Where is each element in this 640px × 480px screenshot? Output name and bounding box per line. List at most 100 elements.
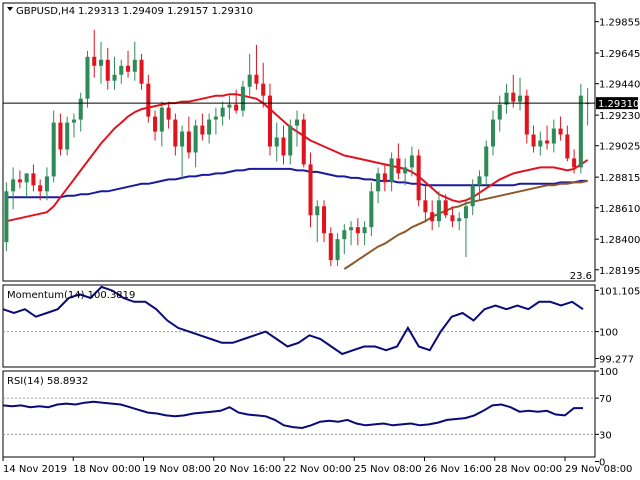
candle-body [409,155,414,168]
candle-body [105,59,110,81]
candle-body [207,119,212,135]
momentum-pane-border [2,284,596,368]
candle-body [430,212,435,222]
rsi-plot [2,397,595,435]
candle-body [71,119,76,123]
candle-body [267,95,272,147]
candle-body [342,230,347,240]
time-tick-label: 20 Nov 16:00 [214,464,281,475]
candle-body [166,107,171,120]
candle-body [565,134,570,159]
rsi-tick-label: 30 [599,430,612,441]
candle-body [531,134,536,147]
candle-body [65,122,70,150]
ohlc-readout: 1.29313 1.29409 1.29157 1.29310 [78,6,253,17]
candle-body [545,140,550,144]
rsi-tick-label: 70 [599,394,612,405]
momentum-axis: 101.1059 100 99.277 [595,286,640,366]
candle-body [213,116,218,120]
candle-body [355,227,360,234]
corner-value: 23.6 [570,271,592,282]
candle-body [416,155,421,201]
rsi-axis: 100 70 30 0 [595,367,618,469]
time-tick-label: 29 Nov 08:00 [565,464,632,475]
candle-body [24,173,29,183]
candle-body [349,227,354,231]
candle-body [98,59,104,66]
candle-body [497,104,502,120]
candle-body [234,104,239,111]
candle-body [186,131,191,153]
candle-body [322,206,327,234]
candle-body [443,200,448,216]
candle-body [328,233,333,261]
candle-body [159,107,164,132]
rsi-pane-border [2,370,596,458]
candle-body [396,158,401,174]
symbol-dropdown-icon[interactable] [7,7,13,11]
candle-body [538,140,543,147]
candle-body [558,128,563,135]
candle-body [126,65,131,72]
candle-body [362,227,367,234]
candle-body [254,74,259,84]
candle-body [457,218,462,222]
candle-body [423,200,428,213]
candle-body [470,185,475,207]
price-tick-label: 1.29440 [599,80,640,91]
price-pane-border [2,2,596,282]
price-tick-label: 1.29645 [599,49,640,60]
price-pane: GBPUSD,H4 1.29313 1.29409 1.29157 1.2931… [2,2,596,282]
candle-body [389,158,394,183]
time-tick-label: 19 Nov 08:00 [144,464,211,475]
rsi-tick-label: 100 [599,367,618,378]
momentum-line [2,285,584,356]
price-tick-label: 1.28610 [599,204,640,215]
candle-body [180,131,185,147]
candle-body [220,107,225,117]
candle-body [132,59,137,72]
last-price-tag: 1.29310 [596,97,639,110]
time-tick-label: 18 Nov 00:00 [73,464,140,475]
time-tick-label: 28 Nov 00:00 [495,464,562,475]
candle-body [551,128,556,144]
candles [4,29,590,267]
candle-body [44,176,49,192]
candle-body [301,119,306,165]
candle-body [477,176,482,186]
momentum-tick-label: 99.277 [599,355,634,366]
candle-body [78,98,83,120]
rsi-pane: RSI(14) 58.8932 [2,370,596,458]
rsi-tick-label: 0 [599,458,605,469]
price-tick-label: 1.28815 [599,173,640,184]
momentum-pane: Momentum(14) 100.3819 [2,284,596,368]
time-axis: 14 Nov 2019 18 Nov 00:00 19 Nov 08:00 20 No… [2,457,632,475]
momentum-title: Momentum(14) 100.3819 [7,290,135,301]
symbol-label: GBPUSD,H4 [16,6,75,17]
rsi-line [2,400,583,430]
candle-body [173,119,178,147]
candle-body [511,92,516,102]
price-tick-label: 1.28400 [599,235,640,246]
candle-body [450,215,455,222]
candle-body [294,119,300,126]
candle-body [524,95,529,135]
candle-body [247,74,252,87]
candle-body [572,158,577,168]
candle-body [139,59,144,84]
candle-body [463,206,468,219]
candle-body [578,95,583,168]
candle-body [518,95,523,102]
candle-body [92,56,97,66]
candle-body [436,200,441,222]
momentum-plot [2,285,595,356]
price-axis: 1.29855 1.29645 1.29440 1.29230 1.29025 1.288… [595,18,640,277]
candle-body [315,206,320,216]
momentum-tick-label: 100 [599,328,618,339]
candle-body [484,146,489,177]
price-tick-label: 1.29855 [599,18,640,29]
candle-body [146,83,151,117]
candle-body [119,65,124,75]
candle-body [382,173,387,183]
candle-body [335,239,340,261]
